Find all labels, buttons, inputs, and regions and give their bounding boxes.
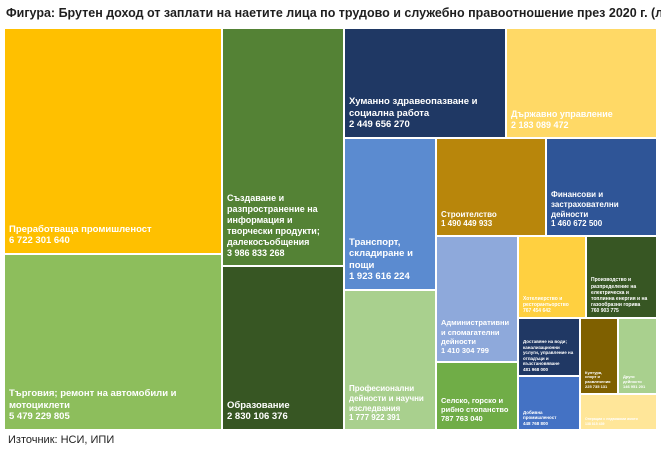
treemap-tile: Други дейности 146 951 201 xyxy=(618,318,657,394)
tile-value: 138 815 439 xyxy=(585,421,605,426)
treemap: Преработваща промишленост 6 722 301 640 Тъ… xyxy=(4,28,657,430)
tile-label: Образование xyxy=(227,399,290,411)
tile-label: Професионални дейности и научни изследва… xyxy=(349,384,424,413)
tile-value: 2 830 106 376 xyxy=(227,411,288,423)
tile-value: 3 986 833 268 xyxy=(227,248,285,259)
treemap-tile: Финансови и застрахователни дейности 1 46… xyxy=(546,138,657,236)
tile-value: 2 449 656 270 xyxy=(349,119,410,131)
tile-value: 1 923 616 224 xyxy=(349,271,410,283)
tile-label: Административни и спомагателни дейности xyxy=(441,318,510,346)
tile-value: 1 410 304 799 xyxy=(441,345,489,355)
treemap-tile: Транспорт, складиране и пощи 1 923 616 22… xyxy=(344,138,436,290)
tile-value: 767 454 642 xyxy=(523,307,551,314)
tile-label: Създаване и разпространение на информаци… xyxy=(227,193,320,248)
tile-value: 6 722 301 640 xyxy=(9,235,70,247)
treemap-tile: Производство и разпределение на електрич… xyxy=(586,236,657,318)
tile-value: 481 968 000 xyxy=(523,366,549,372)
source-note: Източник: НСИ, ИПИ xyxy=(8,434,115,446)
tile-label: Транспорт, складиране и пощи xyxy=(349,236,413,271)
tile-label: Селско, горско и рибно стопанство xyxy=(441,395,509,414)
tile-label: Търговия; ремонт на автомобили и мотоцик… xyxy=(9,388,177,411)
tile-value: 5 479 229 805 xyxy=(9,411,70,423)
treemap-tile: Култура, спорт и развлечения 225 735 131 xyxy=(580,318,618,394)
treemap-tile: Преработваща промишленост 6 722 301 640 xyxy=(4,28,222,254)
tile-value: 146 951 201 xyxy=(623,384,646,390)
treemap-tile: Административни и спомагателни дейности 1… xyxy=(436,236,518,362)
tile-label: Хотелиерство и ресторантьорство xyxy=(523,295,569,308)
tile-label: Операции с недвижими имоти xyxy=(585,417,638,422)
tile-value: 1 460 672 500 xyxy=(551,219,603,229)
tile-label: Добивна промишленост xyxy=(523,409,557,421)
tile-value: 448 768 800 xyxy=(523,420,549,426)
treemap-tile: Хотелиерство и ресторантьорство 767 454 6… xyxy=(518,236,586,318)
tile-label: Култура, спорт и развлечения xyxy=(585,369,611,385)
tile-label: Преработваща промишленост xyxy=(9,223,152,235)
tile-label: Други дейности xyxy=(623,374,642,385)
tile-value: 225 735 131 xyxy=(585,384,608,390)
treemap-tile: Държавно управление 2 183 089 472 xyxy=(506,28,657,138)
tile-label: Държавно управление xyxy=(511,109,613,120)
tile-label: Финансови и застрахователни дейности xyxy=(551,190,619,219)
treemap-tile: Професионални дейности и научни изследва… xyxy=(344,290,436,430)
tile-value: 787 763 040 xyxy=(441,413,483,423)
treemap-tile: Доставяне на води; канализационни услуги… xyxy=(518,318,580,376)
tile-label: Доставяне на води; канализационни услуги… xyxy=(523,339,574,367)
tile-value: 760 903 775 xyxy=(591,307,619,314)
treemap-tile: Хуманно здравеопазване и социална работа… xyxy=(344,28,506,138)
tile-value: 1 777 922 391 xyxy=(349,413,401,423)
treemap-tile: Образование 2 830 106 376 xyxy=(222,266,344,430)
treemap-tile: Създаване и разпространение на информаци… xyxy=(222,28,344,266)
tile-label: Производство и разпределение на електрич… xyxy=(591,277,648,308)
treemap-tile: Операции с недвижими имоти 138 815 439 xyxy=(580,394,657,430)
tile-label: Хуманно здравеопазване и социална работа xyxy=(349,96,478,119)
tile-label: Строителство xyxy=(441,209,497,219)
tile-value: 1 490 449 933 xyxy=(441,219,493,229)
treemap-tile: Търговия; ремонт на автомобили и мотоцик… xyxy=(4,254,222,430)
treemap-tile: Добивна промишленост 448 768 800 xyxy=(518,376,580,430)
chart-title: Фигура: Брутен доход от заплати на наети… xyxy=(6,6,661,20)
treemap-tile: Селско, горско и рибно стопанство 787 763… xyxy=(436,362,518,430)
treemap-tile: Строителство 1 490 449 933 xyxy=(436,138,546,236)
tile-value: 2 183 089 472 xyxy=(511,120,569,131)
